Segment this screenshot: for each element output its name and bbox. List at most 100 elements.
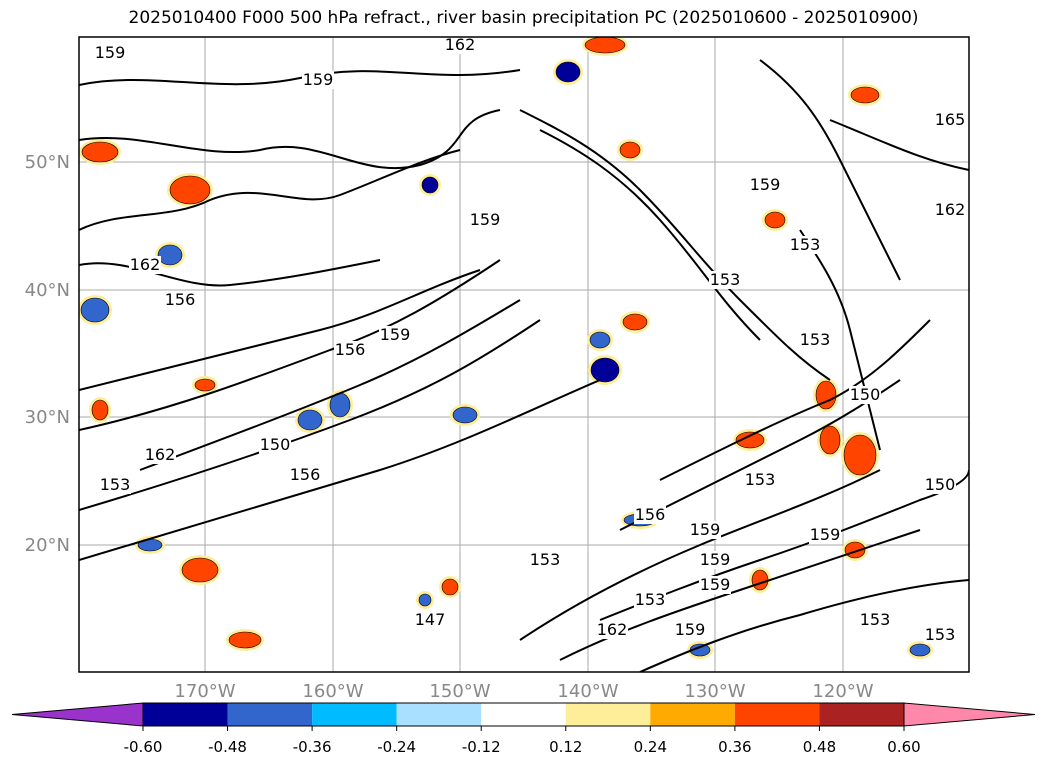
precip-blob [418,593,432,607]
contour-label: 153 [100,475,131,494]
contour-label: 150 [925,475,956,494]
colorbar-extend-low [11,702,144,727]
contour-label: 150 [850,385,881,404]
contour-label-bg [849,386,881,404]
colorbar-tick-label: 0.12 [549,738,582,756]
contour-label: 156 [165,290,196,309]
lon-label: 130°W [684,681,745,702]
contour-label-bg [334,341,366,359]
colorbar-tick-label: 0.48 [803,738,836,756]
contour-label-bg [859,611,891,629]
precip-blob [441,578,459,596]
precip-blob [590,357,620,383]
lat-label: 40°N [25,280,70,301]
colorbar-tick-label: -0.60 [124,738,163,756]
colorbar-tick-label: -0.48 [208,738,247,756]
colorbar-tick-label: -0.24 [377,738,416,756]
contour-label: 159 [675,620,706,639]
refractivity-contours [79,59,969,672]
contour-label: 153 [745,470,776,489]
contour-label-bg [129,256,161,274]
contour-label: 162 [145,445,176,464]
contour-label-bg [94,44,126,62]
contour-label: 162 [935,200,966,219]
precip-blob [622,313,648,331]
contour-label: 147 [415,610,446,629]
precip-blob [91,399,109,421]
map-frame [78,36,970,673]
contour-label-bg [934,111,966,129]
precip-blob [850,86,880,104]
precip-blob [764,211,786,229]
contour-label: 153 [800,330,831,349]
precip-blob [619,141,641,159]
colorbar-extend-high [903,702,1036,727]
contour-label-bg [379,326,411,344]
contour-label: 162 [597,620,628,639]
contour-labels: 159 1621591651621561591561591591621531531… [94,35,966,644]
precip-blob [228,631,262,649]
colorbar-segment [650,703,735,726]
contour-label: 153 [710,270,741,289]
colorbar-segment [143,703,228,726]
precip-blob [181,557,219,583]
contour-label: 153 [530,550,561,569]
contour-label-bg [744,471,776,489]
colorbar-segment [819,703,904,726]
contour-label: 156 [635,505,666,524]
contour-label: 159 [810,525,841,544]
contour-label-bg [699,576,731,594]
contour-label-bg [709,271,741,289]
contour-label-bg [934,201,966,219]
contour-label-bg [144,446,176,464]
contour-label-bg [414,611,446,629]
colorbar-tick-label: 0.60 [887,738,920,756]
contour-label-bg [689,521,721,539]
longitude-labels: 170°W 160°W 150°W 140°W 130°W 120°W [174,681,873,702]
contour-label-bg [634,506,666,524]
lat-label: 30°N [25,407,70,428]
contour-label-bg [799,331,831,349]
contour-label: 162 [130,255,161,274]
colorbar-tick-label: -0.12 [462,738,501,756]
contour-label-bg [924,626,956,644]
contour-label: 159 [700,575,731,594]
contour-label: 159 [700,550,731,569]
contour-label: 159 [380,325,411,344]
contour-label: 156 [290,465,321,484]
colorbar-segment [312,703,397,726]
colorbar-tick-label: 0.24 [634,738,667,756]
contour-label: 153 [925,625,956,644]
contour-label-bg [259,436,291,454]
contour-label: 153 [860,610,891,629]
contour-label: 162 [445,35,476,54]
precip-blob [157,244,183,266]
precip-blob [194,378,216,392]
contour-label-bg [164,291,196,309]
contour-label-bg [99,476,131,494]
colorbar-segment [481,703,566,726]
colorbar-outline [142,702,905,727]
contour-label: 150 [260,435,291,454]
contour-label-bg [529,551,561,569]
contour-label: 165 [935,110,966,129]
precip-blob [815,380,837,410]
precip-blob [297,409,323,431]
contour-label-bg [674,621,706,639]
contour-label-bg [749,176,781,194]
precip-blob [843,434,877,476]
lon-label: 140°W [557,681,618,702]
colorbar-segment [227,703,313,726]
contour-label-bg [634,591,666,609]
precip-blob [751,569,769,591]
lat-label: 20°N [25,535,70,556]
colorbar-tick-label: 0.36 [718,738,751,756]
contour-label: 153 [635,590,666,609]
contour-label: 159 [303,70,334,89]
contour-label-bg [469,211,501,229]
colorbar-segment [734,703,820,726]
contour-label-bg [596,621,628,639]
contour-label: 159 [750,175,781,194]
contour-label-bg [302,71,334,89]
